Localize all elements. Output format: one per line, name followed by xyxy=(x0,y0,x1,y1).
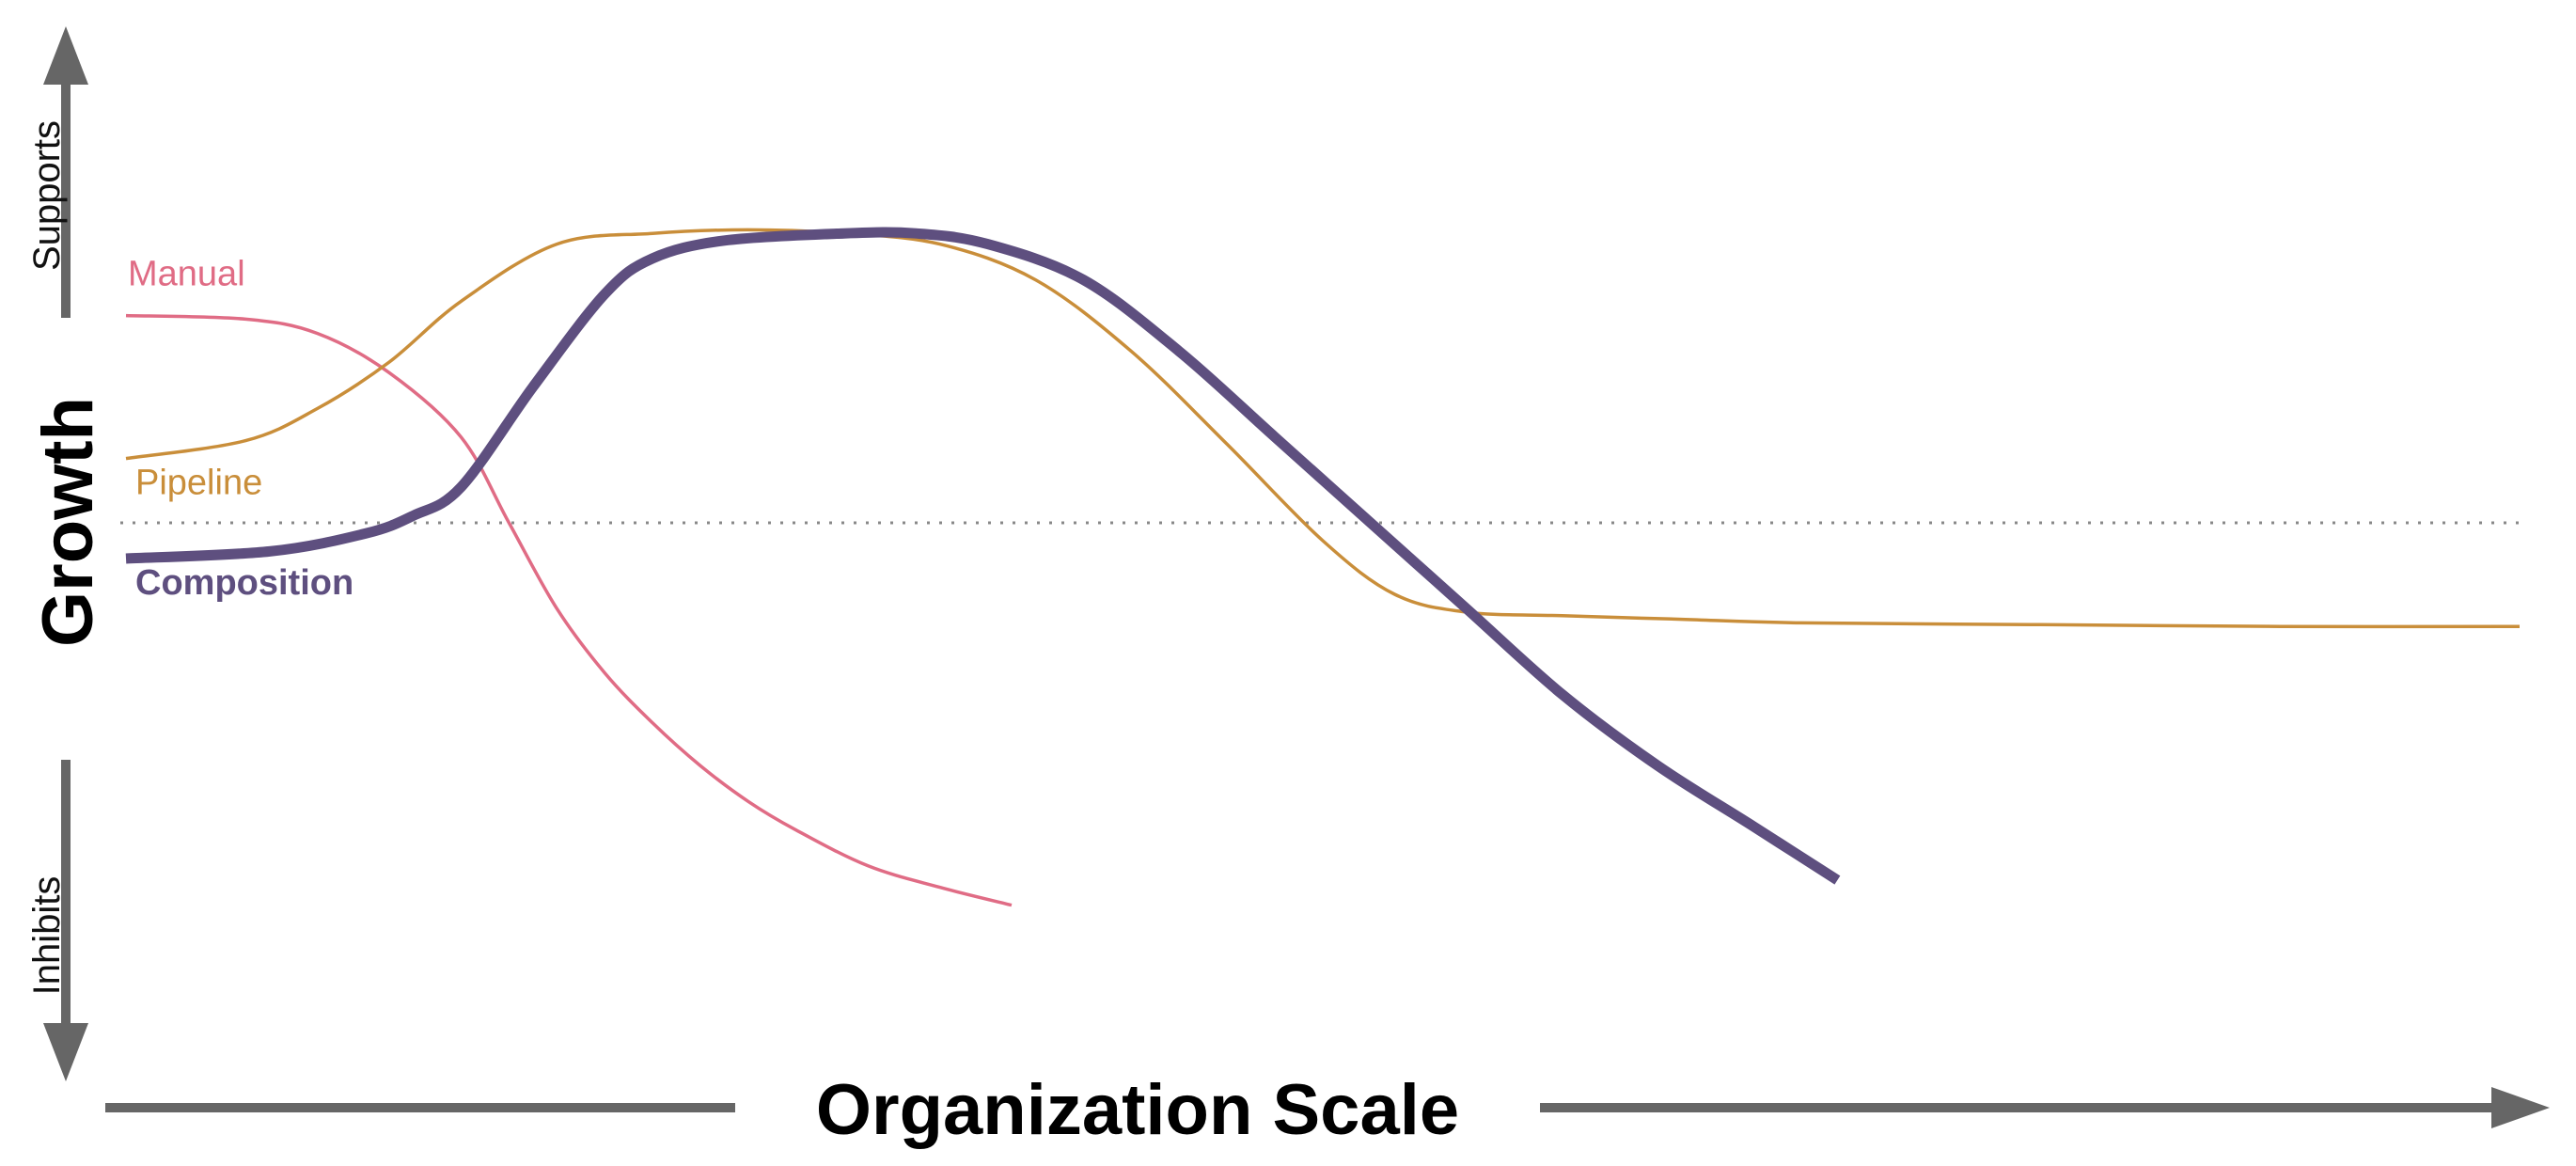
y-axis-up-arrow-icon xyxy=(43,26,88,85)
series-label-pipeline: Pipeline xyxy=(135,464,262,503)
series-layer: Manual Pipeline Composition xyxy=(125,227,2521,907)
series-line-composition xyxy=(125,227,1841,885)
x-axis-title: Organization Scale xyxy=(816,1070,1459,1150)
series-line-pipeline xyxy=(125,228,2521,629)
y-axis-down-arrow-icon xyxy=(43,1023,88,1081)
y-axis-title: Growth xyxy=(28,397,108,647)
y-axis-inhibits-label: Inhibits xyxy=(26,876,68,996)
series-label-composition: Composition xyxy=(135,563,353,603)
x-axis-right-arrow-icon xyxy=(2491,1087,2550,1128)
y-axis-supports-label: Supports xyxy=(26,120,68,271)
series-label-manual: Manual xyxy=(128,255,245,294)
series-line-manual xyxy=(125,313,1013,907)
